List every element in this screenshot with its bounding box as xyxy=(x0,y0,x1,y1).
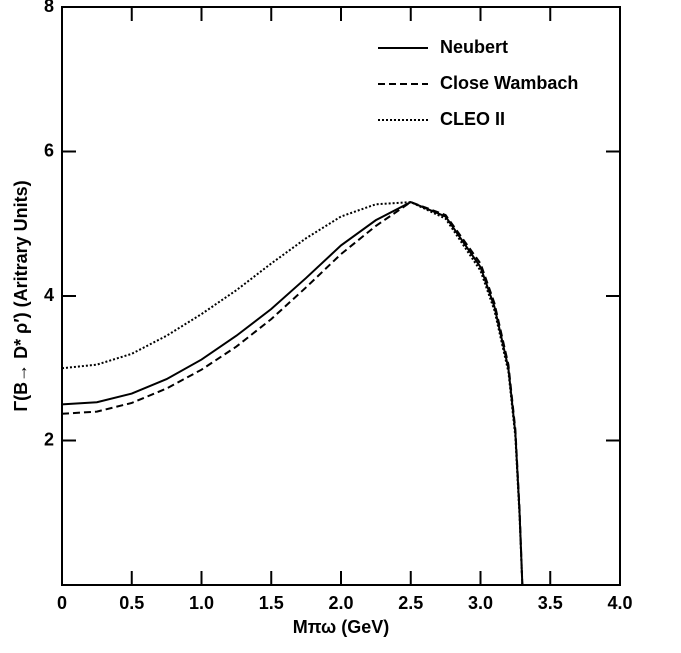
x-tick-label: 0.5 xyxy=(119,593,144,613)
y-tick-label: 4 xyxy=(44,285,54,305)
x-tick-label: 3.0 xyxy=(468,593,493,613)
series-line xyxy=(61,200,524,586)
y-tick-label: 8 xyxy=(44,0,54,16)
legend-label: Close Wambach xyxy=(440,73,578,93)
x-tick-label: 1.5 xyxy=(259,593,284,613)
y-axis-label: Γ(B→ D* ρ′) (Aritrary Units) xyxy=(11,180,31,411)
plot-frame xyxy=(61,6,621,586)
x-tick-label: 4.0 xyxy=(607,593,632,613)
x-tick-label: 0 xyxy=(57,593,67,613)
x-tick-label: 2.0 xyxy=(328,593,353,613)
series-line xyxy=(61,201,524,586)
legend-label: CLEO II xyxy=(440,109,505,129)
x-axis-label: Mπω (GeV) xyxy=(293,617,390,637)
legend-label: Neubert xyxy=(440,37,508,57)
x-tick-label: 1.0 xyxy=(189,593,214,613)
y-tick-label: 2 xyxy=(44,429,54,449)
x-tick-label: 3.5 xyxy=(538,593,563,613)
x-tick-label: 2.5 xyxy=(398,593,423,613)
y-tick-label: 6 xyxy=(44,140,54,160)
